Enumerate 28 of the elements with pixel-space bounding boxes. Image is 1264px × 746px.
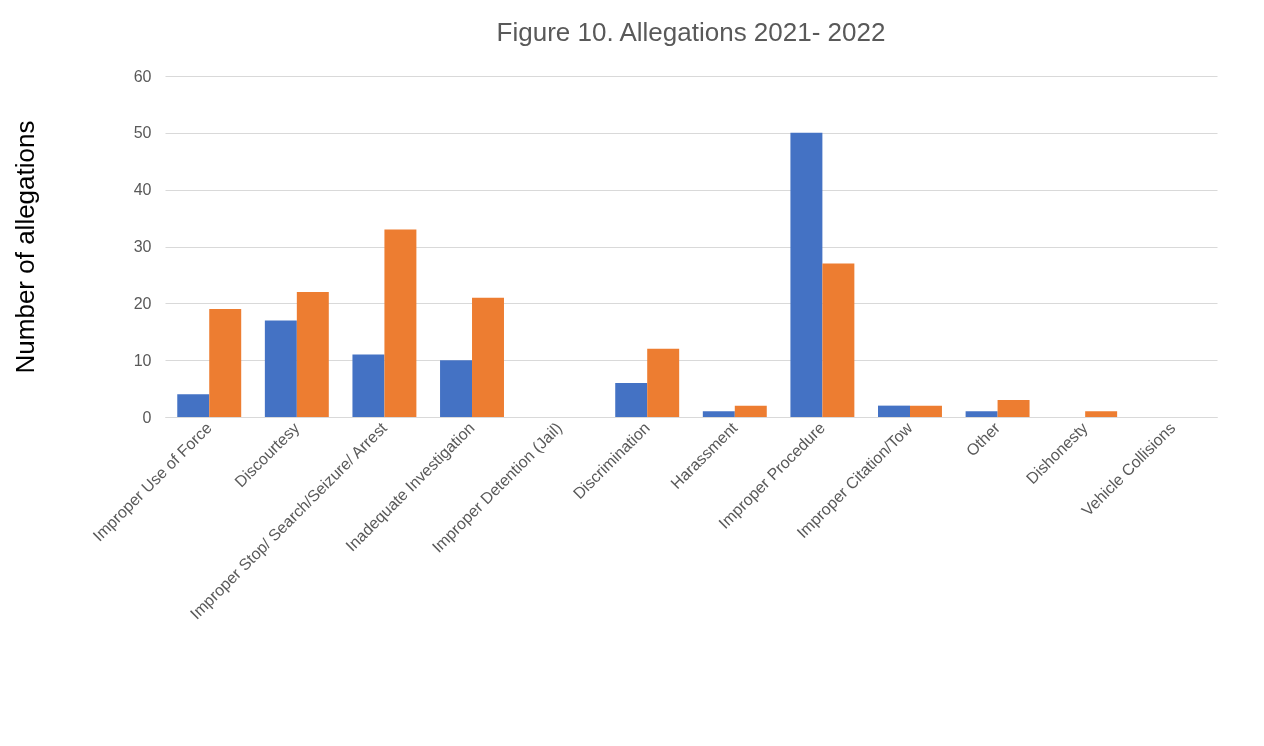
bar (472, 297, 504, 417)
bar (264, 320, 297, 417)
bar (790, 132, 823, 417)
bar (296, 291, 329, 417)
y-tick-label: 40 (133, 181, 152, 199)
y-tick-label: 30 (133, 238, 152, 255)
bar (209, 309, 242, 417)
bar (440, 360, 473, 417)
chart-title: Figure 10. Allegations 2021- 2022 (496, 17, 886, 47)
bar (878, 405, 910, 417)
bar (384, 229, 417, 417)
bar (1085, 411, 1118, 417)
y-tick-label: 20 (133, 294, 152, 312)
bar (177, 394, 210, 417)
bar (997, 399, 1030, 417)
y-tick-label: 60 (133, 67, 152, 85)
y-tick-label: 0 (142, 408, 152, 426)
bar (965, 411, 998, 417)
y-tick-label: 10 (133, 351, 152, 369)
bar (909, 405, 942, 417)
bar (647, 348, 680, 417)
y-axis-title: Number of allegations (9, 120, 40, 374)
bar (702, 411, 735, 417)
bar (615, 382, 648, 417)
bar (822, 263, 855, 417)
bar (734, 405, 767, 417)
bar (352, 354, 385, 417)
y-tick-label: 50 (133, 124, 152, 142)
